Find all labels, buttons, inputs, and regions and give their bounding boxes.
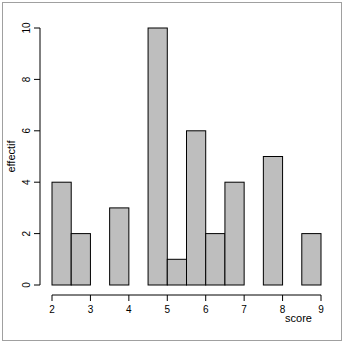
histogram-bar [52, 182, 71, 285]
y-tick-label: 4 [21, 179, 32, 185]
x-tick-label: 2 [49, 304, 55, 315]
y-tick [34, 233, 40, 234]
y-tick-label: 8 [21, 76, 32, 82]
outer-frame [3, 3, 342, 341]
histogram-bar [90, 285, 109, 286]
histogram-bar [148, 28, 167, 285]
x-tick-label: 5 [165, 304, 171, 315]
y-tick [34, 130, 40, 131]
histogram-bar [302, 234, 321, 285]
chart-svg: 234567890246810effectifscore [0, 0, 344, 343]
bars [52, 28, 321, 285]
x-tick [52, 295, 53, 301]
chart-container: 234567890246810effectifscore [0, 0, 344, 343]
x-tick-label: 4 [126, 304, 132, 315]
x-tick [244, 295, 245, 301]
y-tick [34, 28, 40, 29]
x-axis-title: score [285, 312, 312, 324]
histogram-bar [167, 259, 186, 285]
histogram-bar [263, 157, 282, 286]
histogram-bar [225, 182, 244, 285]
x-tick-label: 3 [88, 304, 94, 315]
x-tick [167, 295, 168, 301]
x-tick-label: 7 [241, 304, 247, 315]
x-tick [321, 295, 322, 301]
histogram-bar [206, 234, 225, 285]
histogram-bar [110, 208, 129, 285]
y-tick-label: 0 [21, 282, 32, 288]
y-tick [34, 182, 40, 183]
x-tick [282, 295, 283, 301]
y-axis-title: effectif [5, 139, 17, 172]
histogram-bar [283, 285, 302, 286]
histogram-bar [71, 234, 90, 285]
histogram-bar [187, 131, 206, 285]
x-tick [205, 295, 206, 301]
x-tick-label: 9 [318, 304, 324, 315]
y-tick-label: 6 [21, 128, 32, 134]
histogram-bar [129, 285, 148, 286]
y-tick [34, 285, 40, 286]
y-tick-label: 2 [21, 230, 32, 236]
histogram-bar [244, 285, 263, 286]
y-tick-label: 10 [21, 22, 32, 34]
x-tick [90, 295, 91, 301]
x-axis-line [52, 295, 321, 296]
x-tick-label: 6 [203, 304, 209, 315]
x-tick [128, 295, 129, 301]
y-axis-line [40, 28, 41, 285]
y-tick [34, 79, 40, 80]
